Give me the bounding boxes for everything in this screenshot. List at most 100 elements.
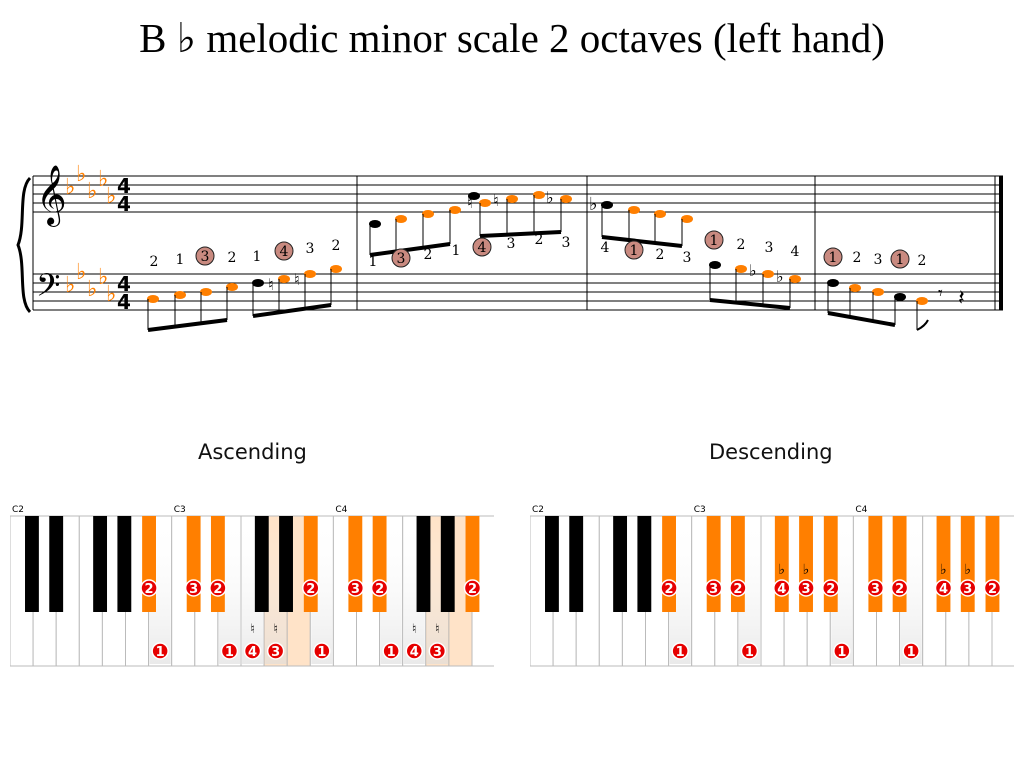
fingering-number: 3 [201,249,210,265]
fingering-number: 4 [280,244,289,260]
quarter-rest-icon: 𝄽 [958,285,965,310]
barlines [32,176,996,310]
finger-number: 1 [387,645,396,660]
finger-number: 2 [468,582,477,597]
black-key [823,516,838,612]
octave-label: C4 [335,505,347,515]
finger-marker [704,579,723,597]
ascending-label: Ascending [198,440,307,464]
svg-text:♭: ♭ [87,179,97,204]
time-sig-top-bass: 4 [117,272,131,296]
finger-number: 3 [871,582,880,597]
fingering-circle [624,240,644,260]
black-key [613,516,628,612]
descending-label: Descending [709,440,833,464]
finger-marker [151,642,169,660]
fingering-number: 3 [397,251,406,267]
finger-marker [313,642,331,660]
bass-clef-icon: 𝄢 [36,267,60,311]
finger-marker [983,579,1002,597]
finger-number: 2 [665,582,674,597]
music-score: 𝄞 𝄢 ♭♭♭ ♭♭ ♭♭♭ ♭♭ 4 4 4 4 ♮ ♮ [16,162,1003,332]
finger-number: 3 [963,582,972,597]
svg-text:♭: ♭ [65,175,75,200]
black-key [25,516,39,612]
finger-number: 2 [145,582,154,597]
time-signature: 4 4 4 4 [117,174,131,314]
treble-staff [33,175,1003,213]
treble-clef-icon: 𝄞 [36,165,67,227]
black-key [706,516,721,612]
accidental-mark: ♭ [940,562,947,578]
finger-number: 3 [433,645,442,660]
bass-key-signature: ♭♭♭ ♭♭ [65,260,116,307]
fingering-number: 3 [507,236,516,252]
black-key [416,516,431,612]
black-key [892,516,907,612]
finger-number: 3 [271,645,280,660]
time-sig-bottom-bass: 4 [117,290,131,314]
page-title: B ♭ melodic minor scale 2 octaves (left … [139,15,885,61]
finger-marker [266,642,285,660]
finger-marker [382,642,400,660]
eighth-rest-icon: 𝄾 [938,283,943,303]
accidental-mark: ♮ [412,622,417,637]
black-key [372,516,387,612]
svg-text:♭: ♭ [589,194,598,214]
fingering-number: 1 [630,243,639,259]
fingering-circle [704,230,724,250]
fingering-number: 2 [150,254,159,270]
finger-number: 1 [907,645,916,660]
finger-marker [797,579,815,597]
black-key [210,516,225,612]
svg-text:♭: ♭ [106,282,116,307]
fingering-number: 1 [369,254,378,270]
grand-staff-brace [16,176,32,314]
finger-marker [833,642,851,660]
time-sig-bottom-treble: 4 [117,192,131,216]
fingering-circle [391,248,411,268]
black-key [254,516,269,612]
accidental-mark: ♭ [778,562,785,578]
finger-marker [729,579,747,597]
finger-marker [370,579,389,597]
svg-text:♭: ♭ [65,273,75,298]
fingering-circle [823,247,843,267]
fingering-number: 4 [601,240,610,256]
black-key [569,516,584,612]
octave-label: C2 [532,505,544,515]
finger-number: 2 [306,582,315,597]
finger-marker [405,642,423,660]
black-key [985,516,1000,612]
finger-marker [184,579,203,597]
finger-marker [902,642,920,660]
fingering-circle [472,237,492,257]
svg-text:♮: ♮ [493,193,499,210]
finger-number: 2 [733,582,742,597]
finger-marker [209,579,227,597]
svg-text:♮: ♮ [467,195,473,212]
finger-number: 3 [709,582,718,597]
black-key [545,516,559,612]
finger-marker [740,642,759,660]
finger-number: 1 [156,645,165,660]
finger-marker [866,579,885,597]
octave-label: C3 [694,505,706,515]
accidental-mark: ♭ [964,562,971,578]
finger-number: 3 [189,582,198,597]
final-barline [999,176,1003,310]
fingering-circle [890,249,910,269]
black-key [93,516,108,612]
fingering-number: 2 [332,238,341,254]
black-key [440,516,455,612]
finger-marker [660,579,678,597]
measure-4-notes: 𝄾 𝄽 [827,279,965,331]
fingering-number: 2 [228,250,237,266]
black-key [465,516,480,612]
ascending-keyboard: C2 C3 C42 3 2 2 3 2 21 1 4♮3♮1 1 4♮3♮ [10,505,494,667]
finger-marker [890,579,909,597]
fingering-number: 1 [829,250,838,266]
accidental-mark: ♮ [250,622,255,637]
finger-number: 4 [777,582,786,597]
score-fingerings: 2 1 3 2 1 4 3 21 3 2 1 4 3 2 3 4 1 2 31 2 3 4 1 2 3 1 2 [150,230,926,270]
